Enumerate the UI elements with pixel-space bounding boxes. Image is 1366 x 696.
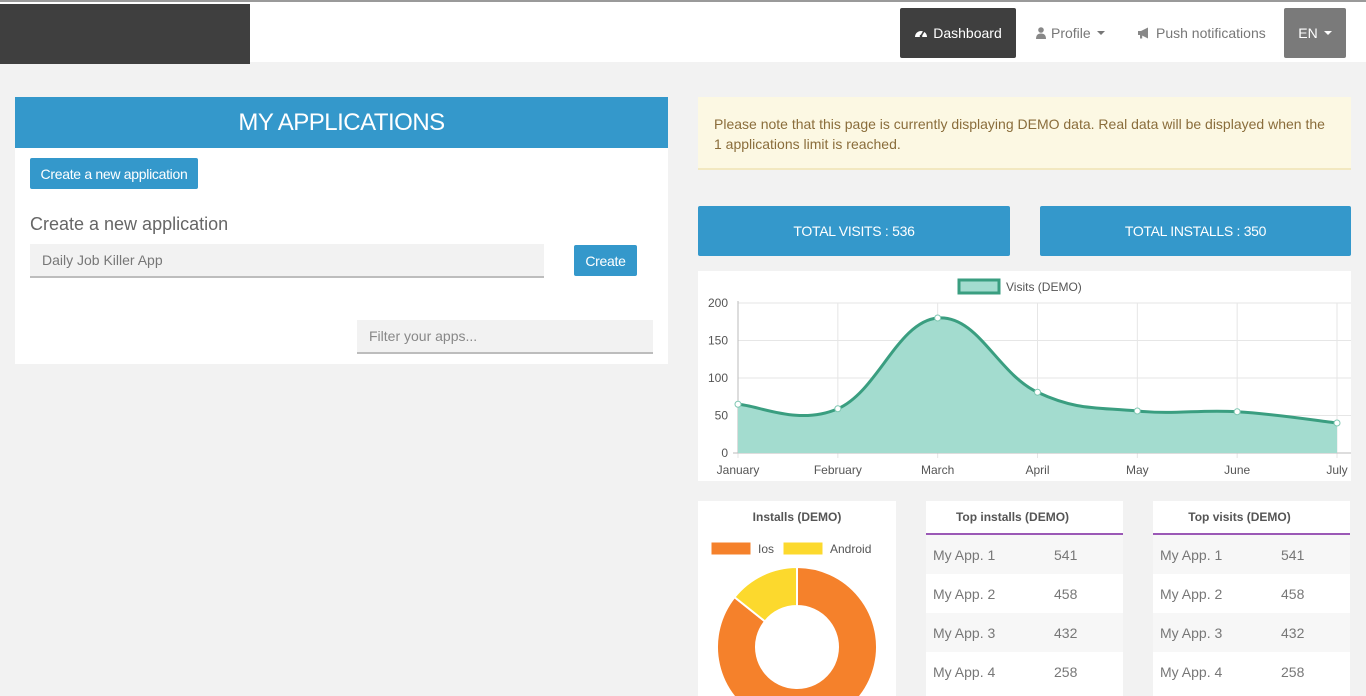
app-value: 541 xyxy=(1054,546,1078,563)
nav-dashboard-label: Dashboard xyxy=(933,25,1002,41)
app-name: My App. 2 xyxy=(1160,585,1223,602)
app-value: 432 xyxy=(1281,624,1305,641)
total-installs-stat[interactable]: TOTAL INSTALLS : 350 xyxy=(1040,206,1351,256)
table-row: My App. 4 258 xyxy=(926,652,1123,691)
pie-slice xyxy=(716,565,878,696)
x-tick-label: January xyxy=(717,463,760,477)
create-new-application-button[interactable]: Create a new application xyxy=(30,158,198,189)
x-tick-label: April xyxy=(1025,463,1049,477)
table-row: My App. 3 432 xyxy=(1153,613,1350,652)
installs-chart-title: Installs (DEMO) xyxy=(752,510,842,524)
legend-label: Android xyxy=(830,542,871,556)
filter-apps-input[interactable]: Filter your apps... xyxy=(357,320,653,354)
top-installs-table: Top installs (DEMO) My App. 1 541 My App.… xyxy=(926,501,1123,696)
data-point xyxy=(1034,388,1041,396)
legend-swatch xyxy=(782,541,824,556)
top-visits-table: Top visits (DEMO) My App. 1 541 My App. 2… xyxy=(1153,501,1350,696)
visits-line-chart: 0 50 100 150 200 January February March April May… xyxy=(698,271,1351,481)
pie-slice xyxy=(733,565,798,623)
chevron-down-icon xyxy=(1323,31,1332,35)
y-tick-label: 200 xyxy=(708,296,728,310)
legend-swatch xyxy=(957,278,1001,295)
nav-push-notifications[interactable]: Push notifications xyxy=(1137,8,1267,58)
legend-swatch xyxy=(710,541,752,556)
data-point xyxy=(734,400,742,408)
app-name: My App. 1 xyxy=(933,546,996,563)
app-value: 258 xyxy=(1054,663,1078,680)
series-area xyxy=(738,317,1337,453)
dashboard-icon xyxy=(914,27,928,39)
total-visits-stat[interactable]: TOTAL VISITS : 536 xyxy=(698,206,1010,256)
data-point xyxy=(1233,408,1241,416)
app-value: 432 xyxy=(1054,624,1078,641)
data-point xyxy=(934,314,942,322)
x-tick-label: June xyxy=(1224,463,1250,477)
app-name: My App. 3 xyxy=(933,624,996,641)
app-name: My App. 4 xyxy=(1160,663,1223,680)
data-point xyxy=(1133,407,1141,415)
language-label: EN xyxy=(1298,25,1318,41)
table-row: My App. 1 541 xyxy=(1153,535,1350,574)
data-point xyxy=(1333,419,1341,427)
legend-label: Visits (DEMO) xyxy=(1006,280,1082,294)
app-value: 541 xyxy=(1281,546,1305,563)
y-tick-label: 100 xyxy=(708,371,728,385)
app-name: My App. 4 xyxy=(933,663,996,680)
top-navbar: Dashboard Profile Push notifications EN xyxy=(0,0,1366,64)
installs-donut-card: Installs (DEMO) Ios Android xyxy=(698,501,896,696)
y-tick-label: 150 xyxy=(708,334,728,348)
nav-profile-label: Profile xyxy=(1051,25,1091,41)
bullhorn-icon xyxy=(1137,27,1151,39)
user-icon xyxy=(1036,27,1046,39)
top-installs-title: Top installs (DEMO) xyxy=(926,501,1123,535)
app-value: 258 xyxy=(1281,663,1305,680)
nav-push-label: Push notifications xyxy=(1156,25,1266,41)
create-section-heading: Create a new application xyxy=(30,214,229,234)
table-row: My App. 2 458 xyxy=(1153,574,1350,613)
x-tick-label: May xyxy=(1126,463,1149,477)
visits-chart-svg: 0 50 100 150 200 January February March April May… xyxy=(708,278,1351,477)
nav-dashboard[interactable]: Dashboard xyxy=(900,8,1016,58)
my-applications-panel: MY APPLICATIONS Create a new application… xyxy=(15,97,668,364)
table-row: My App. 3 432 xyxy=(926,613,1123,652)
create-button[interactable]: Create xyxy=(574,245,637,276)
y-tick-label: 0 xyxy=(721,446,728,460)
chevron-down-icon xyxy=(1096,31,1105,35)
y-tick-label: 50 xyxy=(715,409,729,423)
app-value: 458 xyxy=(1054,585,1078,602)
table-row: My App. 4 258 xyxy=(1153,652,1350,691)
app-name: My App. 1 xyxy=(1160,546,1223,563)
x-tick-label: July xyxy=(1326,463,1347,477)
data-point xyxy=(834,405,842,413)
app-value: 458 xyxy=(1281,585,1305,602)
application-name-input[interactable]: Daily Job Killer App xyxy=(30,244,544,278)
table-row: My App. 2 458 xyxy=(926,574,1123,613)
legend-label: Ios xyxy=(758,542,774,556)
x-tick-label: February xyxy=(814,463,862,477)
table-row: My App. 1 541 xyxy=(926,535,1123,574)
demo-data-alert: Please note that this page is currently … xyxy=(698,97,1351,170)
language-dropdown[interactable]: EN xyxy=(1284,8,1346,58)
installs-donut-svg: Ios Android xyxy=(710,541,878,696)
nav-profile[interactable]: Profile xyxy=(1036,8,1106,58)
top-visits-title: Top visits (DEMO) xyxy=(1153,501,1350,535)
brand-logo-area[interactable] xyxy=(0,4,250,64)
panel-title: MY APPLICATIONS xyxy=(15,97,668,148)
x-tick-label: March xyxy=(921,463,954,477)
app-name: My App. 3 xyxy=(1160,624,1223,641)
app-name: My App. 2 xyxy=(933,585,996,602)
